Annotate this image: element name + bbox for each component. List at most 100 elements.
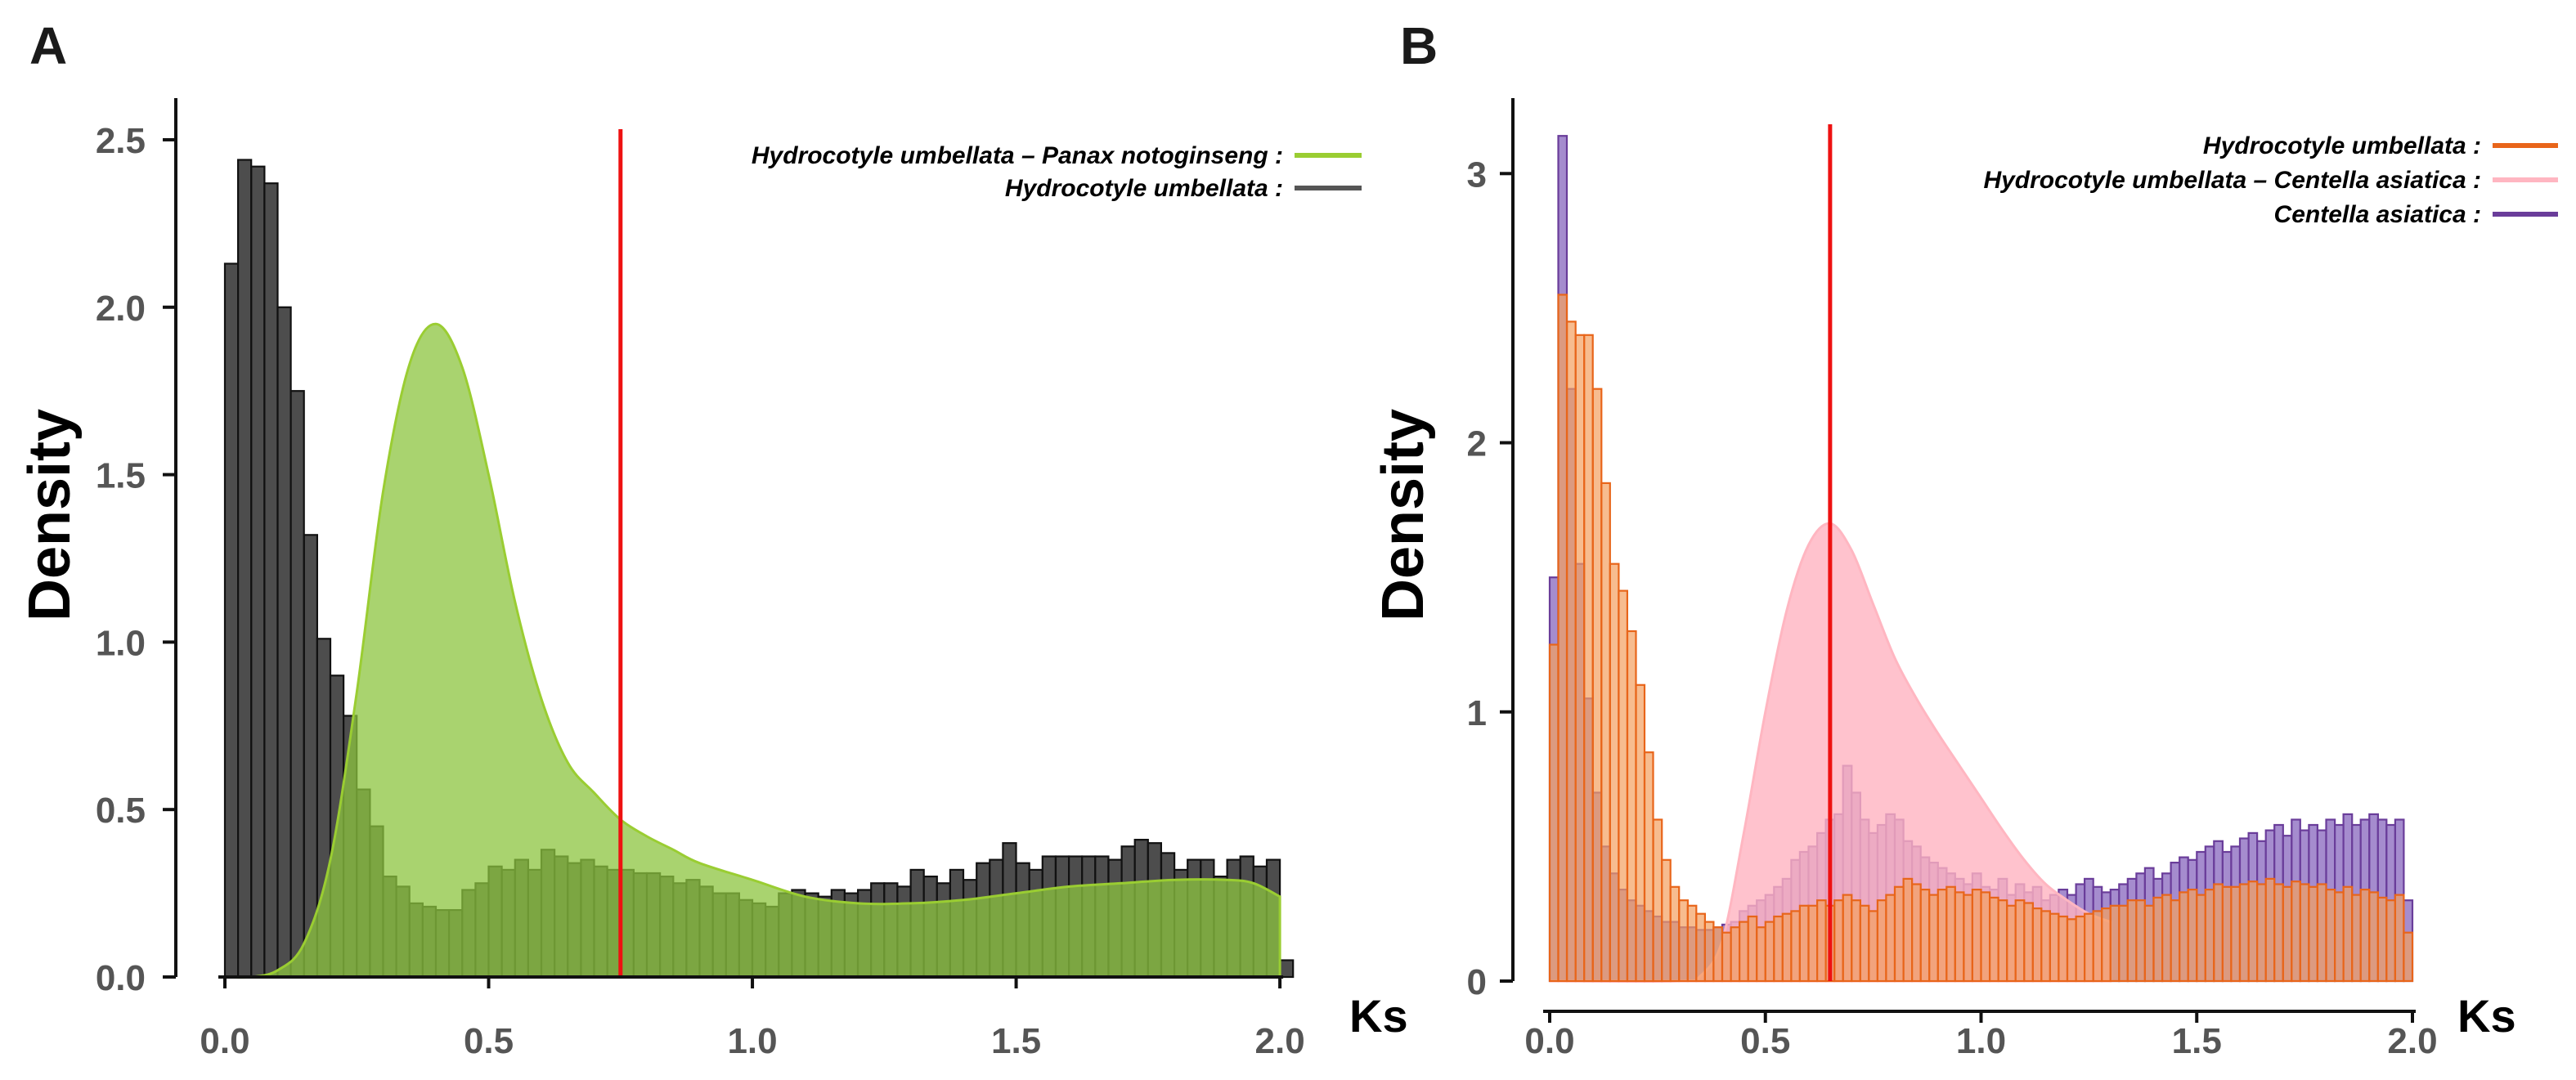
hydrocotyle-umbellata-histogram-bar [223,262,240,979]
y-tick-label: 3 [1467,155,1487,195]
panel-b-letter: B [1400,16,1438,75]
hydrocotyle-umbellata-histogram-bar [276,306,292,979]
hydrocotyle-umbellata-histogram-bar [2101,907,2112,983]
hydrocotyle-umbellata-histogram-bar [2049,912,2060,983]
hydrocotyle-umbellata-histogram-bar [2179,891,2189,983]
panel-a: A 0.0 0.5 1.0 1.5 2.0 2.5 0.0 0.5 1.0 1.5 2.0 Ks Den… [17,16,1408,1061]
panel-a-axes: 0.0 0.5 1.0 1.5 2.0 2.5 0.0 0.5 1.0 1.5 2.0 Ks Densi… [17,98,1408,1061]
hydrocotyle-umbellata-histogram-bar [1773,915,1784,983]
x-tick-label: 2.0 [2387,1021,2437,1061]
hydrocotyle-umbellata-histogram-bar [2213,883,2224,983]
hydrocotyle-umbellata-histogram-bar [2092,910,2103,983]
legend-label: Hydrocotyle umbellata – Panax notoginsen… [752,142,1283,169]
hydrocotyle-umbellata-histogram-bar [1712,926,1724,983]
hydrocotyle-umbellata-histogram-bar [1851,899,1862,983]
hydrocotyle-umbellata-histogram-bar [2006,904,2017,983]
hydrocotyle-umbellata-histogram-bar [2066,918,2077,983]
hydrocotyle-umbellata-histogram-bar [1739,921,1749,983]
legend-label: Centella asiatica : [2274,201,2481,228]
hydrocotyle-umbellata-histogram-bar [2161,894,2172,983]
hydrocotyle-umbellata-histogram-bar [2385,899,2397,983]
hydrocotyle-umbellata-histogram-bar [2403,931,2414,983]
hydrocotyle-umbellata-histogram-bar [1278,959,1295,979]
hydrocotyle-umbellata-histogram-bar [1997,899,2008,983]
hydrocotyle-umbellata-histogram-bar [1902,877,1914,983]
hydrocotyle-umbellata-histogram-bar [2230,885,2242,983]
hydrocotyle-umbellata-histogram-bar [1954,891,1965,983]
legend-label: Hydrocotyle umbellata : [1005,175,1283,202]
x-tick-label: 2.0 [1255,1021,1305,1061]
y-axis-title: Density [1371,409,1436,621]
y-tick-label: 2.5 [96,121,146,161]
hydrocotyle-umbellata-histogram-bar [2394,894,2405,983]
panel-b: B 0 1 2 3 0.0 0.5 1.0 1.5 2.0 Ks Density Hydrocoty… [1371,16,2558,1061]
hydrocotyle-umbellata-histogram-bar [2334,891,2345,983]
hydrocotyle-umbellata-histogram-bar [1764,921,1775,983]
hydrocotyle-umbellata-histogram-bar [1919,888,1931,983]
y-tick-label: 2 [1467,424,1487,464]
hydrocotyle-umbellata-histogram-bar [2291,881,2301,983]
x-tick-label: 0.0 [1524,1021,1574,1061]
hydrocotyle-umbellata-histogram-bar [2204,888,2215,983]
hydrocotyle-umbellata-histogram-bar [263,182,279,979]
legend-item: Hydrocotyle umbellata : [1005,175,1362,202]
hydrocotyle-umbellata-histogram-bar [1686,904,1698,983]
hydrocotyle-umbellata-histogram-bar [1868,910,1879,983]
x-tick-label: 1.5 [991,1021,1041,1061]
hydrocotyle-umbellata-histogram-bar [1842,894,1853,983]
hydrocotyle-umbellata-histogram-bar [2247,881,2259,983]
hydrocotyle-umbellata-histogram-bar [237,159,253,979]
hydrocotyle-umbellata-histogram-bar [2264,877,2276,983]
hydrocotyle-umbellata-histogram-bar [2196,894,2207,983]
hydrocotyle-umbellata-histogram-bar [2109,904,2120,983]
y-tick-label: 0.5 [96,791,146,831]
y-tick-label: 2.0 [96,289,146,329]
legend-label: Hydrocotyle umbellata : [2203,132,2481,159]
hydrocotyle-umbellata-histogram-bar [1618,589,1629,983]
hydrocotyle-umbellata-histogram-bar [1548,643,1560,983]
hydrocotyle-umbellata-histogram-bar [2118,904,2129,983]
hydrocotyle-umbellata-histogram-series [1548,294,2414,983]
hydrocotyle-umbellata-histogram-bar [2368,891,2380,983]
x-tick-label: 1.0 [1956,1021,2006,1061]
hydrocotyle-umbellata-histogram-bar [2299,883,2310,983]
hydrocotyle-umbellata-histogram-bar [1695,912,1707,983]
hydrocotyle-umbellata-histogram-bar [2031,907,2043,983]
panel-a-letter: A [29,16,67,75]
hydrocotyle-umbellata-histogram-bar [2325,888,2336,983]
hydrocotyle-umbellata-histogram-bar [1833,899,1844,983]
hydrocotyle-umbellata-histogram-bar [1591,388,1603,983]
hydrocotyle-umbellata-histogram-bar [1928,894,1939,983]
hydrocotyle-umbellata-histogram-bar [1963,894,1973,983]
legend-item: Hydrocotyle umbellata – Panax notoginsen… [752,142,1362,169]
x-tick-label: 1.5 [2172,1021,2222,1061]
hydrocotyle-umbellata-histogram-bar [1945,885,1956,983]
hydrocotyle-umbellata-histogram-bar [2282,885,2293,983]
hydrocotyle-umbellata-histogram-bar [1936,888,1948,983]
x-tick-label: 0.5 [1740,1021,1790,1061]
hydrocotyle-umbellata-histogram-bar [1721,931,1732,983]
hydrocotyle-umbellata-histogram-bar [2170,899,2181,983]
hydrocotyle-umbellata-histogram-bar [1574,334,1586,983]
hydrocotyle-umbellata-histogram-bar [1980,891,1991,983]
legend-label: Hydrocotyle umbellata – Centella asiatic… [1983,167,2481,194]
hydrocotyle-umbellata-histogram-bar [1669,885,1681,983]
hydrocotyle-umbellata-histogram-bar [1661,858,1672,983]
hydrocotyle-umbellata-histogram-bar [2238,883,2250,983]
hydrocotyle-umbellata-histogram-bar [2023,902,2035,983]
hydrocotyle-umbellata-histogram-bar [1859,904,1870,983]
hydrocotyle-umbellata-histogram-bar [1885,894,1896,983]
y-tick-label: 1 [1467,693,1487,733]
hydrocotyle-umbellata-histogram-bar [1626,630,1637,983]
x-tick-label: 0.5 [464,1021,514,1061]
hydrocotyle-umbellata-histogram-bar [1756,926,1766,983]
hydrocotyle-umbellata-histogram-bar [2143,904,2155,983]
hydrocotyle-umbellata-histogram-bar [2187,888,2198,983]
y-tick-label: 0.0 [96,958,146,998]
hydrocotyle-umbellata-histogram-bar [1781,912,1793,983]
hydrocotyle-umbellata-histogram-bar [2221,885,2233,983]
hydrocotyle-umbellata-histogram-bar [1609,562,1620,983]
hydrocotyle-umbellata-histogram-bar [1876,899,1887,983]
hydrocotyle-umbellata-histogram-bar [303,534,318,979]
